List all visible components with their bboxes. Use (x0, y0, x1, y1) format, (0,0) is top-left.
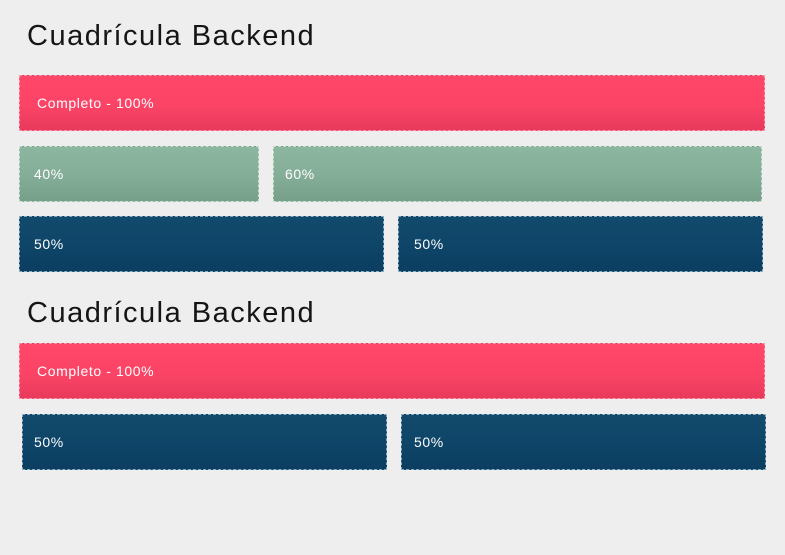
grid-cell-50-percent-right: 50% (398, 216, 763, 272)
grid-cell-full-width: Completo - 100% (19, 75, 765, 131)
grid-cell-label: Completo - 100% (37, 363, 155, 379)
grid-cell-label: 50% (34, 434, 64, 450)
grid-cell-label: 50% (34, 236, 64, 252)
grid-cell-label: 60% (285, 166, 315, 182)
grid-cell-full-width: Completo - 100% (19, 343, 765, 399)
grid-cell-label: 50% (414, 434, 444, 450)
grid-cell-label: Completo - 100% (37, 95, 155, 111)
section-title: Cuadrícula Backend (27, 297, 316, 329)
grid-cell-50-percent-right: 50% (401, 414, 766, 470)
grid-cell-50-percent-left: 50% (19, 216, 384, 272)
section-title: Cuadrícula Backend (27, 20, 316, 52)
grid-cell-label: 40% (34, 166, 64, 182)
grid-cell-50-percent-left: 50% (22, 414, 387, 470)
grid-cell-60-percent: 60% (273, 146, 762, 202)
grid-cell-40-percent: 40% (19, 146, 259, 202)
grid-cell-label: 50% (414, 236, 444, 252)
